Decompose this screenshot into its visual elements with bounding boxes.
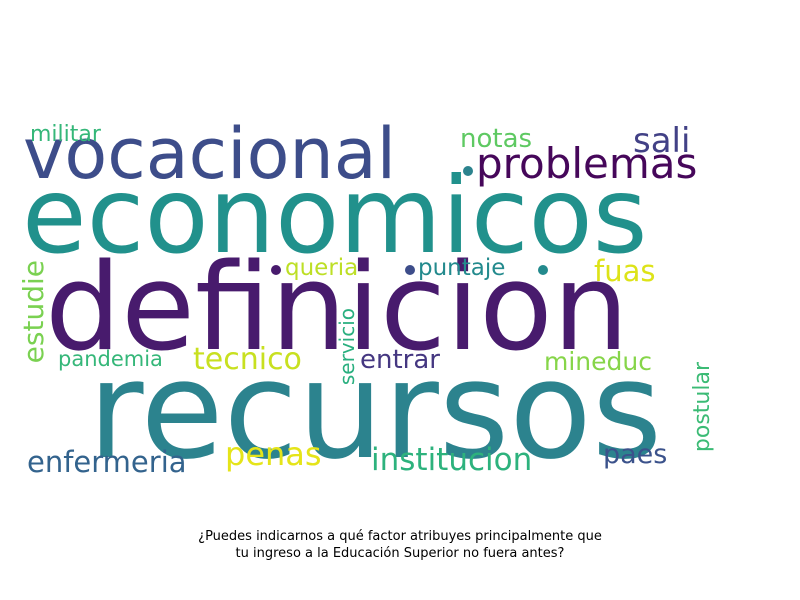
word-problemas: problemas: [476, 139, 698, 188]
word-estudie: estudie: [17, 260, 50, 364]
word-economicos: economicos: [22, 155, 648, 277]
word-postular: postular: [690, 362, 715, 453]
word-definicion: definicion: [45, 239, 629, 378]
word-recursos: recursos: [88, 332, 663, 489]
word-paes: paes: [603, 439, 668, 470]
word-fuas: fuas: [594, 254, 656, 288]
word-notas: notas: [460, 124, 533, 154]
word-queria: queria: [285, 255, 359, 281]
word-institucion: institucion: [371, 442, 533, 478]
word-servicio: servicio: [335, 308, 359, 386]
word-tecnico: tecnico: [193, 342, 302, 377]
word-puntaje: puntaje: [418, 255, 506, 281]
cloud-dot: [271, 265, 281, 275]
word-sali: sali: [633, 121, 691, 161]
word-entrar: entrar: [360, 345, 440, 375]
caption-line-2: tu ingreso a la Educación Superior no fu…: [235, 546, 565, 561]
cloud-dot: [538, 265, 548, 275]
cloud-dot: [463, 166, 473, 176]
caption-line-1: ¿Puedes indicarnos a qué factor atribuye…: [198, 529, 602, 544]
cloud-dot: [405, 265, 415, 275]
word-penas: penas: [225, 435, 322, 473]
word-militar: militar: [30, 122, 101, 147]
word-mineduc: mineduc: [544, 347, 652, 376]
word-pandemia: pandemia: [58, 347, 163, 371]
word-cloud-caption: ¿Puedes indicarnos a qué factor atribuye…: [0, 528, 800, 562]
word-enfermeria: enfermeria: [27, 445, 187, 479]
word-vocacional: vocacional: [23, 113, 397, 195]
